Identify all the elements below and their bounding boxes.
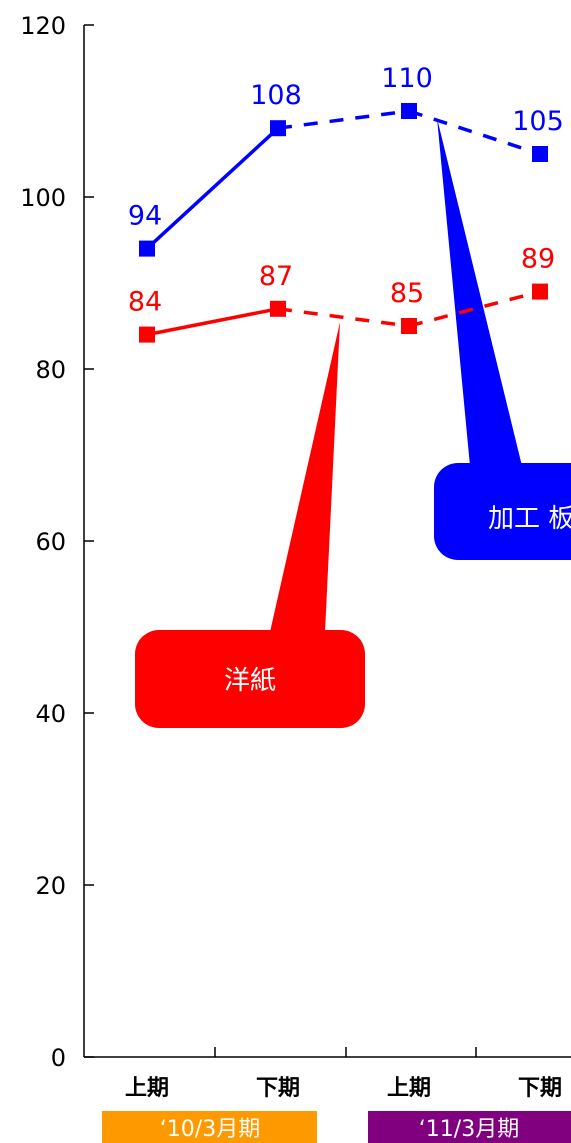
data-label: 85 [390, 278, 424, 309]
y-tick-label: 120 [20, 12, 66, 40]
period-2010: ‘10/3月期 [102, 1111, 317, 1143]
period-2010-label: ‘10/3月期 [160, 1117, 260, 1142]
y-tick-label: 20 [35, 872, 66, 900]
x-ticks: 上期 下期 上期 下期 [125, 1047, 562, 1101]
series-layer: 94 108 110 105 84 87 85 89 [128, 63, 564, 343]
callout-kakou-label: 加工 板 [488, 504, 571, 534]
data-point [532, 146, 548, 162]
data-point [401, 318, 417, 334]
y-tick-label: 80 [35, 356, 66, 384]
callout-yoshi-box [135, 630, 365, 728]
callout-yoshi-label: 洋紙 [224, 666, 276, 696]
y-ticks: 0 20 40 60 80 100 120 [20, 12, 94, 1072]
period-2011-label: ‘11/3月期 [419, 1117, 519, 1142]
callout-kakou-pointer [437, 118, 522, 466]
x-tick-label: 上期 [387, 1076, 431, 1101]
data-point [139, 326, 155, 343]
period-2011-box [368, 1111, 571, 1143]
y-tick-label: 40 [35, 700, 66, 728]
callout-yoshi: 洋紙 [135, 322, 365, 728]
series-1: 84 87 85 89 [128, 244, 555, 343]
series-line-segment [146, 307, 279, 337]
data-label: 105 [512, 106, 564, 137]
callout-kakou: 加工 板 [434, 118, 571, 560]
period-2011: ‘11/3月期 [368, 1111, 571, 1143]
data-label: 89 [521, 244, 555, 275]
data-point [270, 300, 286, 317]
data-label: 110 [381, 63, 433, 94]
data-label: 87 [259, 261, 293, 292]
x-tick-label: 下期 [256, 1076, 300, 1101]
x-tick-label: 上期 [125, 1076, 169, 1101]
data-label: 84 [128, 287, 162, 318]
data-label: 108 [250, 80, 302, 111]
series-line-segment [277, 307, 410, 328]
series-line-segment [408, 109, 541, 156]
series-0: 94 108 110 105 [128, 63, 564, 257]
data-point [532, 283, 548, 300]
callout-kakou-box [434, 463, 571, 560]
data-point [401, 103, 417, 119]
y-tick-label: 0 [51, 1044, 66, 1072]
data-point [270, 120, 286, 137]
data-label: 94 [128, 201, 162, 232]
series-line-segment [145, 126, 280, 250]
period-2010-box [102, 1111, 317, 1143]
data-point [139, 240, 155, 257]
series-line-segment [408, 289, 541, 328]
callout-yoshi-pointer [270, 322, 340, 632]
y-tick-label: 60 [35, 528, 66, 556]
y-tick-label: 100 [20, 184, 66, 212]
x-tick-label: 下期 [518, 1076, 562, 1101]
series-line-segment [277, 109, 410, 130]
